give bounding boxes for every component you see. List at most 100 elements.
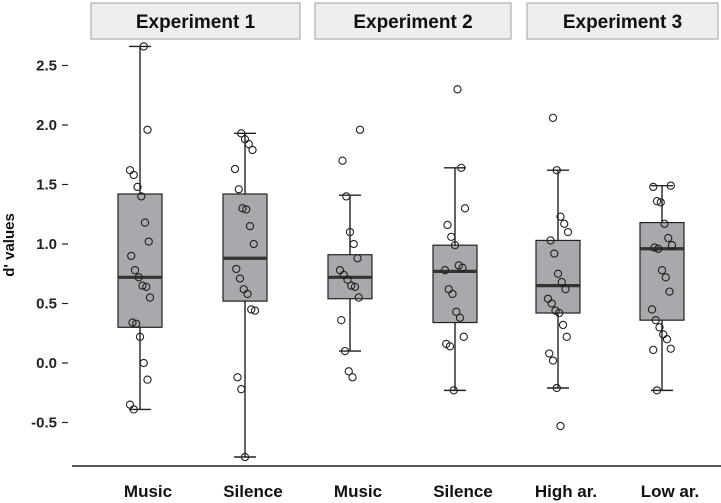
box-group: Low ar.: [639, 181, 699, 501]
data-point: [560, 219, 569, 228]
category-label: High ar.: [535, 482, 597, 501]
data-point: [340, 346, 350, 356]
data-point: [443, 220, 452, 230]
data-point: [452, 307, 461, 316]
data-point: [238, 204, 247, 213]
iqr-box: [222, 193, 268, 302]
iqr-box: [117, 193, 163, 328]
data-point: [458, 263, 467, 272]
data-point: [127, 251, 136, 261]
box-group: Silence: [432, 85, 493, 501]
data-point: [345, 227, 355, 237]
data-point: [350, 282, 360, 291]
data-point: [134, 273, 143, 282]
y-axis-label: d' values: [1, 213, 18, 277]
data-point: [665, 287, 674, 296]
box-group: Music: [327, 125, 382, 501]
panels: Experiment 1 Music Silence Experiment 2 Musi…: [90, 2, 719, 501]
y-tick-label: -0.5: [31, 415, 57, 432]
data-point: [243, 289, 252, 299]
data-point: [338, 156, 347, 165]
category-label: Music: [334, 482, 382, 501]
panel-title: Experiment 2: [353, 12, 472, 33]
data-point: [130, 266, 140, 275]
y-tick-label: 2.5: [36, 58, 57, 75]
panel-strip: [314, 2, 512, 40]
data-point: [552, 383, 561, 393]
data-point: [660, 219, 669, 228]
box-group: Silence: [222, 129, 283, 501]
data-point: [139, 358, 148, 368]
data-point: [139, 42, 148, 51]
data-point: [548, 356, 558, 365]
box-group: Music: [117, 42, 172, 501]
data-point: [245, 221, 255, 231]
data-point: [343, 275, 352, 284]
data-point: [145, 293, 155, 302]
panel-3: Experiment 3 High ar. Low ar.: [526, 2, 719, 501]
y-tick-label: 2.0: [36, 117, 57, 134]
iqr-box: [639, 221, 685, 321]
data-point: [447, 232, 456, 242]
y-tick-label: 0.5: [36, 296, 57, 313]
data-point: [657, 266, 667, 275]
panel-2: Experiment 2 Music Silence: [314, 2, 512, 501]
data-point: [132, 319, 141, 328]
data-point: [344, 367, 353, 376]
data-point: [654, 244, 663, 253]
data-point: [649, 182, 658, 192]
data-point: [455, 313, 465, 322]
data-point: [546, 236, 555, 245]
panel-1: Experiment 1 Music Silence: [90, 2, 301, 501]
data-point: [656, 198, 665, 207]
data-point: [240, 452, 250, 462]
data-point: [666, 181, 675, 190]
data-point: [552, 166, 561, 175]
data-point: [664, 233, 673, 243]
data-point: [137, 192, 146, 201]
data-point: [230, 164, 240, 174]
data-point: [666, 344, 675, 353]
data-point: [249, 239, 258, 249]
data-point: [460, 204, 470, 213]
data-point: [353, 254, 362, 263]
data-point: [662, 335, 672, 344]
data-point: [234, 185, 243, 194]
category-label: Music: [124, 482, 172, 501]
iqr-box: [535, 239, 581, 314]
data-point: [459, 332, 468, 341]
data-point: [133, 182, 142, 192]
panel-title: Experiment 3: [563, 12, 682, 33]
data-point: [143, 125, 152, 134]
data-point: [445, 342, 455, 351]
data-point: [449, 386, 458, 395]
data-point: [545, 349, 554, 358]
data-point: [235, 274, 245, 283]
data-point: [348, 373, 357, 382]
data-point: [250, 306, 260, 315]
data-point: [128, 318, 137, 327]
data-point: [562, 332, 571, 341]
data-point: [649, 345, 658, 355]
data-point: [556, 421, 565, 431]
data-point: [553, 269, 563, 278]
data-point: [248, 145, 257, 155]
data-point: [140, 218, 150, 227]
panel-strip: [90, 2, 301, 40]
data-point: [450, 241, 460, 250]
data-point: [125, 400, 135, 409]
data-point: [655, 323, 664, 332]
box-group: High ar.: [535, 113, 597, 501]
data-point: [143, 375, 152, 384]
data-point: [242, 205, 251, 214]
data-point: [661, 273, 670, 282]
data-point: [138, 281, 147, 290]
iqr-box: [432, 244, 478, 324]
panel-title: Experiment 1: [136, 12, 256, 33]
category-label: Silence: [223, 482, 283, 501]
category-label: Silence: [433, 482, 493, 501]
data-point: [548, 113, 558, 123]
data-point: [457, 163, 466, 172]
data-point: [651, 316, 660, 325]
